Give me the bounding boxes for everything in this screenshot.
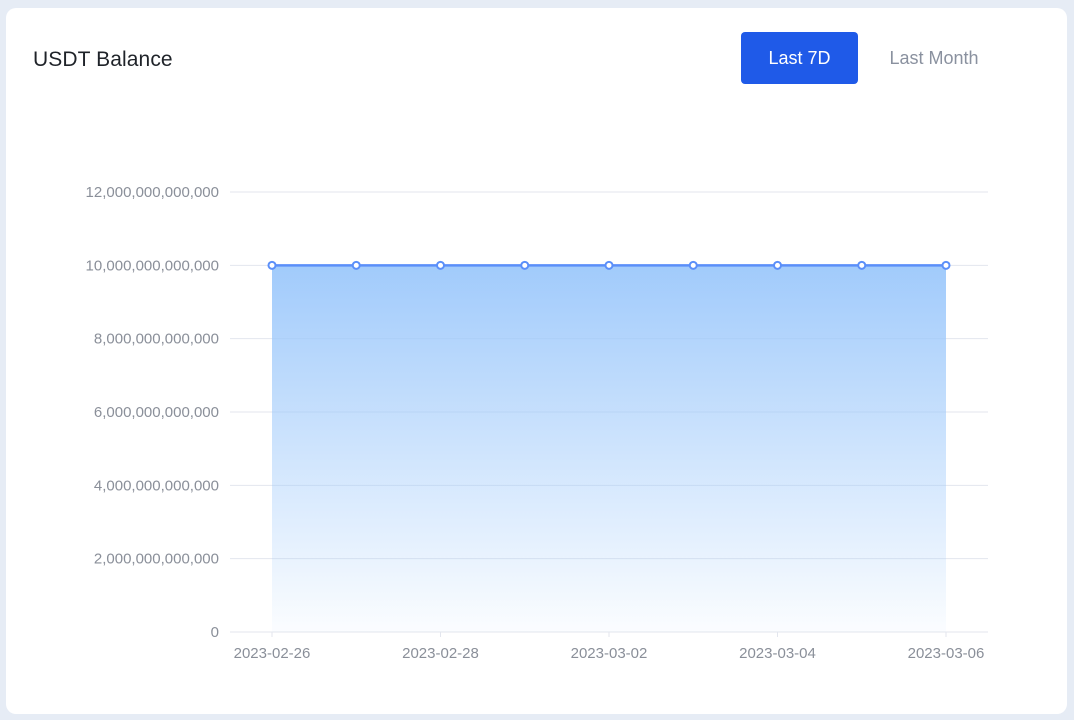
y-tick-label: 0 — [211, 624, 219, 641]
x-tick-label: 2023-03-06 — [908, 645, 985, 662]
y-tick-label: 8,000,000,000,000 — [94, 331, 219, 348]
x-axis: 2023-02-26 2023-02-28 2023-03-02 2023-03-04… — [234, 632, 985, 662]
x-tick-label: 2023-03-02 — [571, 645, 648, 662]
y-tick-label: 2,000,000,000,000 — [94, 551, 219, 568]
series-balance — [267, 260, 951, 632]
y-tick-label: 10,000,000,000,000 — [86, 257, 219, 274]
y-tick-label: 6,000,000,000,000 — [94, 404, 219, 421]
data-point[interactable] — [520, 260, 530, 270]
card-title: USDT Balance — [33, 48, 173, 71]
data-point[interactable] — [604, 260, 614, 270]
y-tick-label: 4,000,000,000,000 — [94, 477, 219, 494]
data-point[interactable] — [857, 260, 867, 270]
data-point[interactable] — [436, 260, 445, 270]
data-point[interactable] — [267, 260, 277, 270]
x-tick-label: 2023-03-04 — [739, 645, 816, 662]
y-axis: 0 2,000,000,000,000 4,000,000,000,000 6,000… — [86, 184, 219, 641]
x-tick-label: 2023-02-28 — [402, 645, 479, 662]
last-7d-button[interactable]: Last 7D — [741, 32, 858, 84]
data-point[interactable] — [351, 260, 361, 270]
last-month-button[interactable]: Last Month — [889, 47, 979, 68]
data-point[interactable] — [688, 260, 698, 270]
data-point[interactable] — [941, 260, 951, 270]
y-tick-label: 12,000,000,000,000 — [86, 184, 219, 201]
data-point[interactable] — [773, 260, 782, 270]
x-tick-label: 2023-02-26 — [234, 645, 311, 662]
series-area — [272, 265, 946, 632]
